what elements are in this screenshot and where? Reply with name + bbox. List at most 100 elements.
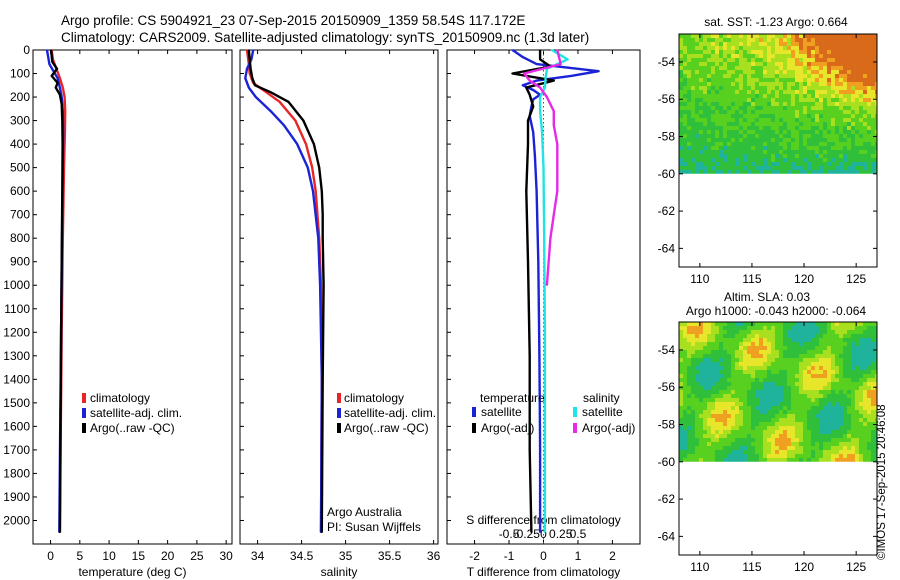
sst_map-cell [779,54,784,59]
sla_map-cell [851,394,856,399]
sla_map-cell [763,322,768,327]
sla_map-cell [807,370,812,375]
sla_map-cell [787,338,792,343]
sst_map-cell [739,42,744,47]
sst_map-cell [731,130,736,135]
sst_map-cell [683,126,688,131]
sst_map-cell [695,58,700,63]
sla_map-cell [831,334,836,339]
sla_map-cell [863,406,868,411]
sla_map-cell [787,430,792,435]
sla_map-cell [723,330,728,335]
difference-series-1-point [527,260,529,263]
sla_map-cell [691,438,696,443]
sla_map-cell [835,358,840,363]
sst_map-cell [747,78,752,83]
sla_map-cell [847,322,852,327]
sla_map-cell [807,326,812,331]
sla_map-cell [843,410,848,415]
sst_map-cell [823,74,828,79]
sla_map-cell [747,322,752,327]
sst_map-cell [711,138,716,143]
sst_map-cell [843,138,848,143]
sst_map-cell [871,54,876,59]
sla_map-cell [735,414,740,419]
salinity-xtick-label: 35 [339,549,353,563]
sst_map-cell [775,82,780,87]
sst_map-cell [739,150,744,155]
sst_map-cell [683,46,688,51]
sst_map-cell [739,118,744,123]
sla_map-cell [843,454,848,459]
sla_map-cell [687,390,692,395]
sla_map-cell [799,446,804,451]
sla_map-cell [703,326,708,331]
sla_map-xtick-label: 120 [794,560,814,574]
sst_map-cell [847,86,852,91]
sst_map-cell [743,154,748,159]
sla_map-cell [711,402,716,407]
sst_map-cell [711,162,716,167]
sst_map-cell [791,138,796,143]
sla_map-cell [839,390,844,395]
salinity-series-2-point [302,119,305,122]
sla_map-cell [743,426,748,431]
sst_map-cell [735,58,740,63]
sla_map-cell [803,334,808,339]
sst_map-cell [847,126,852,131]
sla_map-cell [871,406,876,411]
sla_map-cell [743,406,748,411]
sst_map-cell [739,86,744,91]
sst_map-cell [735,118,740,123]
sst_map-cell [691,70,696,75]
sla_map-cell [699,354,704,359]
sla_map-cell [683,390,688,395]
sla_map-cell [807,434,812,439]
sst_map-cell [771,138,776,143]
sst_map-cell [687,170,692,174]
sla_map-cell [767,354,772,359]
sst_map-cell [851,166,856,171]
sla_map-cell [687,434,692,439]
sst_map-cell [743,54,748,59]
sla_map-cell [783,354,788,359]
sla_map-cell [699,326,704,331]
sla_map-cell [871,350,876,355]
sst_map-cell [811,158,816,163]
sst_map-cell [739,50,744,55]
sst_map-cell [755,58,760,63]
sst_map-cell [775,50,780,55]
sst_map-cell [687,122,692,127]
sst_map-cell [771,134,776,139]
sst_map-cell [799,34,804,39]
sst_map-cell [791,34,796,39]
sst_map-cell [687,102,692,107]
sla_map-cell [747,362,752,367]
difference-series-0-point [532,89,534,91]
sst_map-cell [819,146,824,151]
sla_map-cell [875,450,877,455]
sla_map-cell [787,366,792,371]
sst_map-cell [843,38,848,43]
sst_map-cell [751,86,756,91]
sst_map-cell [843,114,848,119]
sla_map-cells [679,322,877,462]
sla_map-cell [875,322,877,327]
sla_map-cell [875,346,877,351]
sst_map-cell [763,146,768,151]
sla_map-cell [859,438,864,443]
sla_map-cell [715,398,720,403]
sst_map-cell [695,90,700,95]
sst_map-cell [763,78,768,83]
sst_map-cell [855,130,860,135]
sst_map-cell [859,114,864,119]
sla_map-cell [819,394,824,399]
sla_map-cell [863,346,868,351]
sst_map-cell [831,150,836,155]
sst_map-cell [719,166,724,171]
sst_map-cell [839,146,844,151]
sla_map-cell [695,338,700,343]
sst_map-cell [823,58,828,63]
sst_map-cell [795,46,800,51]
sla_map-cell [815,374,820,379]
